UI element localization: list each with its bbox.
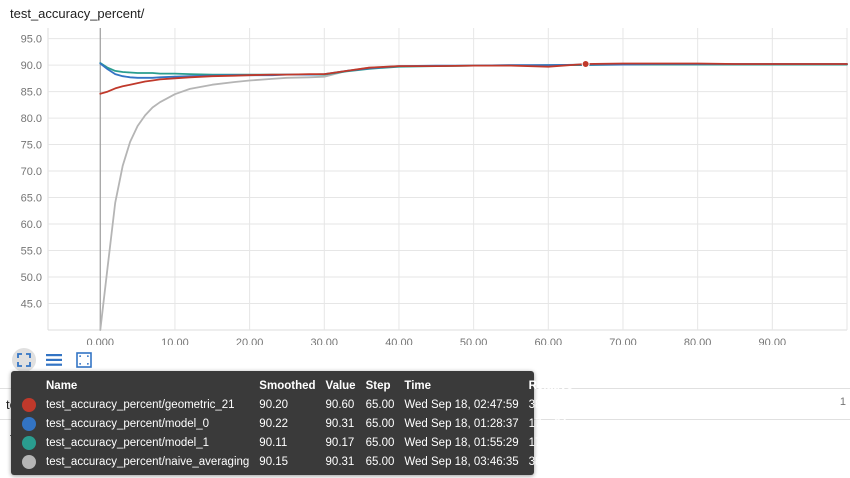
x-tick-label: 40.00	[385, 337, 413, 345]
x-tick-label: 50.00	[460, 337, 488, 345]
tooltip-row: test_accuracy_percent/naive_averaging 90…	[17, 452, 578, 471]
row-name: test_accuracy_percent/naive_averaging	[46, 455, 250, 468]
row-relative: 17m 29s	[528, 436, 573, 449]
row-name: test_accuracy_percent/model_1	[46, 436, 210, 449]
y-tick-label: 75.0	[21, 140, 42, 152]
series-swatch	[22, 416, 36, 431]
toggle-log-icon	[46, 354, 62, 366]
fit-domain-button[interactable]	[12, 348, 36, 372]
select-region-button[interactable]	[72, 348, 96, 372]
header-swatch	[17, 377, 41, 395]
row-name: test_accuracy_percent/model_0	[46, 417, 210, 430]
y-tick-label: 70.0	[21, 166, 42, 178]
series-swatch	[22, 397, 36, 412]
row-value: 90.60	[325, 398, 355, 411]
row-time: Wed Sep 18, 02:47:59	[404, 398, 519, 411]
fit-domain-icon	[17, 353, 31, 367]
x-tick-label: 70.00	[609, 337, 637, 345]
background-card-number: 1	[839, 396, 846, 408]
y-tick-label: 45.0	[21, 299, 42, 311]
row-value: 90.31	[325, 417, 355, 430]
row-step: 65.00	[365, 417, 395, 430]
header-smoothed: Smoothed	[259, 379, 316, 392]
tooltip-row: test_accuracy_percent/model_1 90.11 90.1…	[17, 433, 578, 452]
x-tick-label: 10.00	[161, 337, 189, 345]
row-smoothed: 90.22	[259, 417, 289, 430]
header-time: Time	[404, 379, 432, 392]
series-swatch	[22, 435, 36, 450]
row-relative: 38m 5s	[528, 455, 567, 468]
header-step: Step	[365, 379, 391, 392]
x-tick-label: 20.00	[236, 337, 264, 345]
y-tick-label: 95.0	[21, 34, 42, 46]
row-smoothed: 90.15	[259, 455, 289, 468]
chart-toolbar	[12, 348, 96, 372]
x-tick-label: 30.00	[311, 337, 339, 345]
header-relative: Relative	[528, 379, 573, 392]
row-value: 90.31	[325, 455, 355, 468]
x-tick-label: 80.00	[684, 337, 712, 345]
y-tick-label: 60.0	[21, 219, 42, 231]
series-lines	[99, 62, 848, 331]
y-tick-label: 85.0	[21, 87, 42, 99]
x-tick-label: 60.00	[535, 337, 563, 345]
row-value: 90.17	[325, 436, 355, 449]
header-value: Value	[325, 379, 356, 392]
tooltip-row: test_accuracy_percent/geometric_21 90.20…	[17, 395, 578, 414]
y-tick-label: 80.0	[21, 113, 42, 125]
series-swatch	[22, 454, 36, 469]
x-tick-label: 0.000	[87, 337, 115, 345]
row-relative: 17m 34s	[528, 417, 573, 430]
row-name: test_accuracy_percent/geometric_21	[46, 398, 235, 411]
hover-marker	[581, 60, 590, 69]
chart-title: test_accuracy_percent/	[10, 6, 145, 21]
y-tick-label: 65.0	[21, 193, 42, 205]
hover-tooltip: Name Smoothed Value Step Time Relative t…	[11, 371, 573, 475]
row-smoothed: 90.11	[259, 436, 288, 449]
row-step: 65.00	[365, 455, 395, 468]
x-axis-ticks: 0.000 10.00 20.00 30.00 40.00 50.00 60.00 70.00…	[87, 337, 787, 345]
x-tick-label: 90.00	[759, 337, 787, 345]
row-step: 65.00	[365, 436, 395, 449]
line-chart[interactable]: 45.0 50.0 55.0 60.0 65.0 70.0 75.0 80.0 85.0 90.0…	[0, 0, 850, 345]
tooltip-table: Name Smoothed Value Step Time Relative t…	[17, 377, 578, 471]
row-relative: 38m 10s	[528, 398, 573, 411]
row-time: Wed Sep 18, 01:55:29	[404, 436, 519, 449]
row-time: Wed Sep 18, 01:28:37	[404, 417, 519, 430]
header-name: Name	[46, 379, 78, 392]
y-tick-label: 55.0	[21, 246, 42, 258]
select-region-icon	[76, 352, 92, 368]
y-axis-ticks: 45.0 50.0 55.0 60.0 65.0 70.0 75.0 80.0 85.0 90.0…	[21, 34, 42, 311]
y-tick-label: 90.0	[21, 60, 42, 72]
row-smoothed: 90.20	[259, 398, 289, 411]
tooltip-header-row: Name Smoothed Value Step Time Relative	[17, 377, 578, 395]
toggle-log-button[interactable]	[42, 348, 66, 372]
y-tick-label: 50.0	[21, 272, 42, 284]
row-time: Wed Sep 18, 03:46:35	[404, 455, 519, 468]
series-line	[99, 62, 848, 95]
tooltip-row: test_accuracy_percent/model_0 90.22 90.3…	[17, 414, 578, 433]
row-step: 65.00	[365, 398, 395, 411]
grid-lines	[47, 28, 848, 331]
hover-point	[581, 60, 590, 69]
